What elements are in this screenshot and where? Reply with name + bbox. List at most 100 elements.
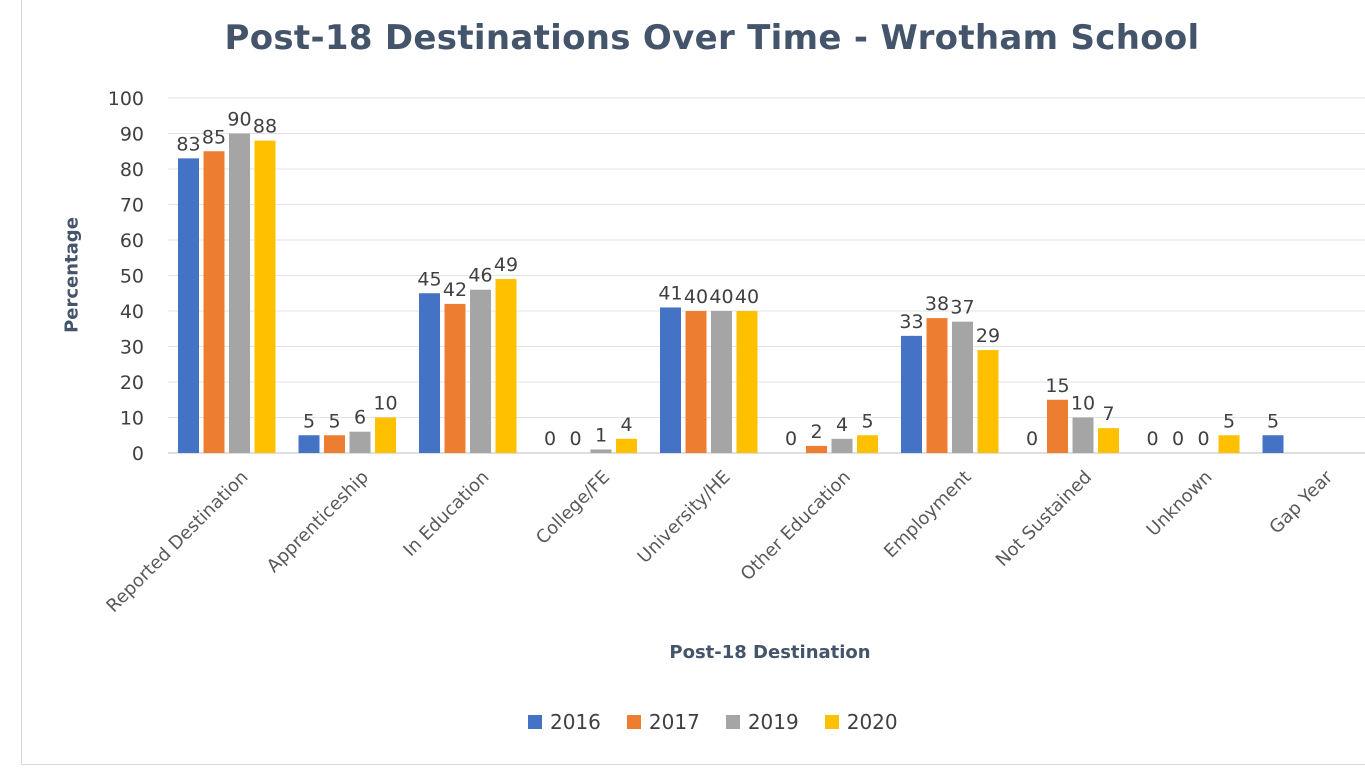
legend-item-2016: 2016 [528, 710, 601, 734]
bar-2020 [857, 435, 878, 453]
data-label: 0 [1197, 428, 1209, 450]
data-label: 5 [328, 410, 340, 432]
data-label: 6 [354, 407, 366, 429]
data-label: 0 [785, 428, 797, 450]
y-tick-label: 30 [120, 337, 144, 359]
y-tick-label: 50 [120, 266, 144, 288]
data-label: 4 [620, 414, 632, 436]
bar-2016 [660, 307, 681, 453]
data-label: 33 [899, 311, 923, 333]
chart-frame [21, 0, 1365, 765]
data-label: 0 [1026, 428, 1038, 450]
bar-2017 [324, 435, 345, 453]
y-tick-label: 80 [120, 159, 144, 181]
bar-2017 [1047, 399, 1068, 453]
data-label: 41 [658, 282, 682, 304]
data-label: 37 [950, 297, 974, 319]
y-tick-label: 100 [108, 88, 144, 110]
x-tick-label: Gap Year [1265, 466, 1337, 538]
x-tick-label: In Education [399, 467, 493, 561]
legend: 2016 2017 2019 2020 [528, 710, 898, 734]
data-label: 5 [861, 410, 873, 432]
x-tick-label: Apprenticeship [263, 467, 373, 577]
bar-2020 [254, 140, 276, 453]
data-label: 15 [1045, 375, 1069, 397]
legend-item-2019: 2019 [725, 710, 799, 734]
bar-2017 [203, 151, 225, 453]
x-tick-label: University/HE [634, 467, 735, 568]
data-label: 10 [373, 393, 397, 415]
data-label: 42 [443, 279, 467, 301]
bar-2020 [977, 350, 999, 453]
bar-2020 [1218, 435, 1240, 453]
data-label: 40 [684, 286, 708, 308]
legend-label: 2017 [648, 710, 700, 734]
bar-2017 [926, 318, 948, 453]
x-tick-label: Unknown [1143, 467, 1217, 541]
data-label: 5 [1267, 410, 1279, 432]
bar-2019 [952, 321, 973, 453]
bar-2019 [229, 133, 250, 453]
data-label: 83 [176, 133, 200, 155]
data-label: 88 [253, 116, 277, 138]
bar-2020 [616, 438, 637, 453]
data-label: 5 [303, 410, 315, 432]
legend-item-2017: 2017 [626, 710, 700, 734]
bar-2016 [419, 293, 440, 453]
y-tick-label: 20 [120, 372, 144, 394]
bar-2019 [711, 311, 732, 453]
legend-swatch [528, 715, 542, 729]
bar-2020 [1098, 428, 1119, 453]
bar-2016 [178, 158, 199, 453]
data-label: 1 [595, 424, 607, 446]
chart-title: Post-18 Destinations Over Time - Wrotham… [224, 18, 1200, 58]
bar-2019 [470, 289, 491, 453]
x-tick-label: Not Sustained [992, 467, 1096, 571]
bar-2017 [685, 311, 707, 453]
legend-swatch [824, 715, 839, 729]
x-tick-label: Other Education [737, 467, 855, 585]
data-label: 0 [544, 428, 556, 450]
legend-label: 2020 [846, 710, 898, 734]
legend-label: 2019 [747, 710, 799, 734]
data-label: 46 [468, 265, 492, 287]
data-label: 40 [735, 286, 759, 308]
data-label: 5 [1223, 410, 1235, 432]
bar-2017 [806, 445, 827, 453]
bar-2019 [1072, 417, 1094, 453]
data-label: 7 [1102, 403, 1114, 425]
data-label: 0 [1146, 428, 1158, 450]
x-axis-label: Post-18 Destination [669, 642, 871, 663]
x-tick-label: Employment [880, 467, 976, 563]
y-tick-label: 0 [132, 443, 144, 465]
y-tick-label: 60 [120, 230, 144, 252]
data-label: 40 [709, 286, 733, 308]
legend-swatch [626, 715, 641, 729]
y-tick-label: 10 [120, 408, 144, 430]
data-label: 2 [810, 421, 822, 443]
data-label: 29 [976, 325, 1000, 347]
x-tick-label: Reported Destination [102, 467, 252, 617]
bar-2020 [736, 311, 758, 453]
y-tick-label: 40 [120, 301, 144, 323]
data-label: 45 [417, 268, 441, 290]
bar-2020 [375, 417, 396, 453]
data-label: 4 [836, 414, 848, 436]
bar-2016 [901, 335, 922, 453]
bar-2019 [349, 431, 371, 453]
bar-2016 [1262, 435, 1284, 453]
bar-2019 [831, 438, 853, 453]
bar-2020 [495, 279, 517, 453]
bar-2016 [298, 435, 320, 453]
legend-item-2020: 2020 [824, 710, 898, 734]
bar-2019 [590, 449, 612, 453]
legend-label: 2016 [550, 710, 601, 734]
y-tick-label: 70 [120, 195, 144, 217]
data-label: 0 [1172, 428, 1184, 450]
data-label: 49 [494, 254, 518, 276]
data-label: 38 [925, 293, 949, 315]
data-label: 90 [227, 109, 251, 131]
x-tick-label: College/FE [532, 467, 614, 549]
legend-swatch [725, 715, 740, 729]
